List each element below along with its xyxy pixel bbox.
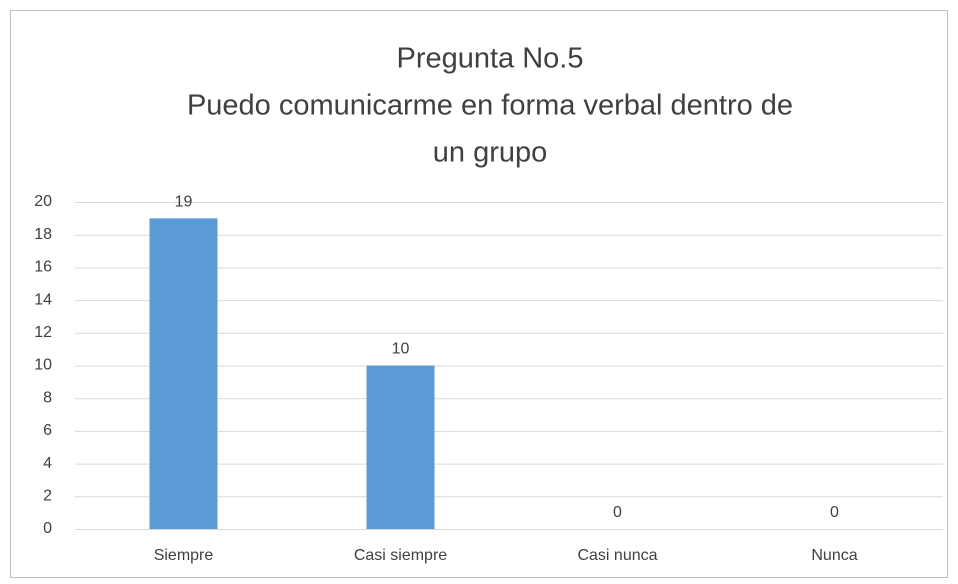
y-tick-label: 14: [34, 291, 52, 308]
chart-title: Puedo comunicarme en forma verbal dentro…: [187, 90, 793, 122]
y-tick-label: 18: [34, 226, 52, 243]
y-tick-label: 4: [43, 455, 52, 472]
bar: [366, 365, 435, 529]
y-tick-label: 2: [43, 488, 52, 505]
data-label: 0: [613, 504, 622, 521]
y-tick-label: 10: [34, 357, 52, 374]
data-label: 10: [392, 341, 410, 358]
x-tick-label: Casi nunca: [577, 547, 657, 564]
chart-title: Pregunta No.5: [396, 43, 583, 75]
y-tick-label: 12: [34, 324, 52, 341]
bar: [149, 218, 218, 529]
y-tick-label: 0: [43, 520, 52, 537]
y-tick-label: 16: [34, 259, 52, 276]
y-tick-label: 8: [43, 389, 52, 406]
x-tick-label: Nunca: [811, 547, 857, 564]
data-label: 0: [830, 504, 839, 521]
data-label: 19: [175, 194, 193, 211]
x-tick-label: Siempre: [154, 547, 214, 564]
y-tick-label: 20: [34, 193, 52, 210]
y-tick-label: 6: [43, 422, 52, 439]
x-tick-label: Casi siempre: [354, 547, 447, 564]
chart-title: un grupo: [433, 137, 548, 169]
